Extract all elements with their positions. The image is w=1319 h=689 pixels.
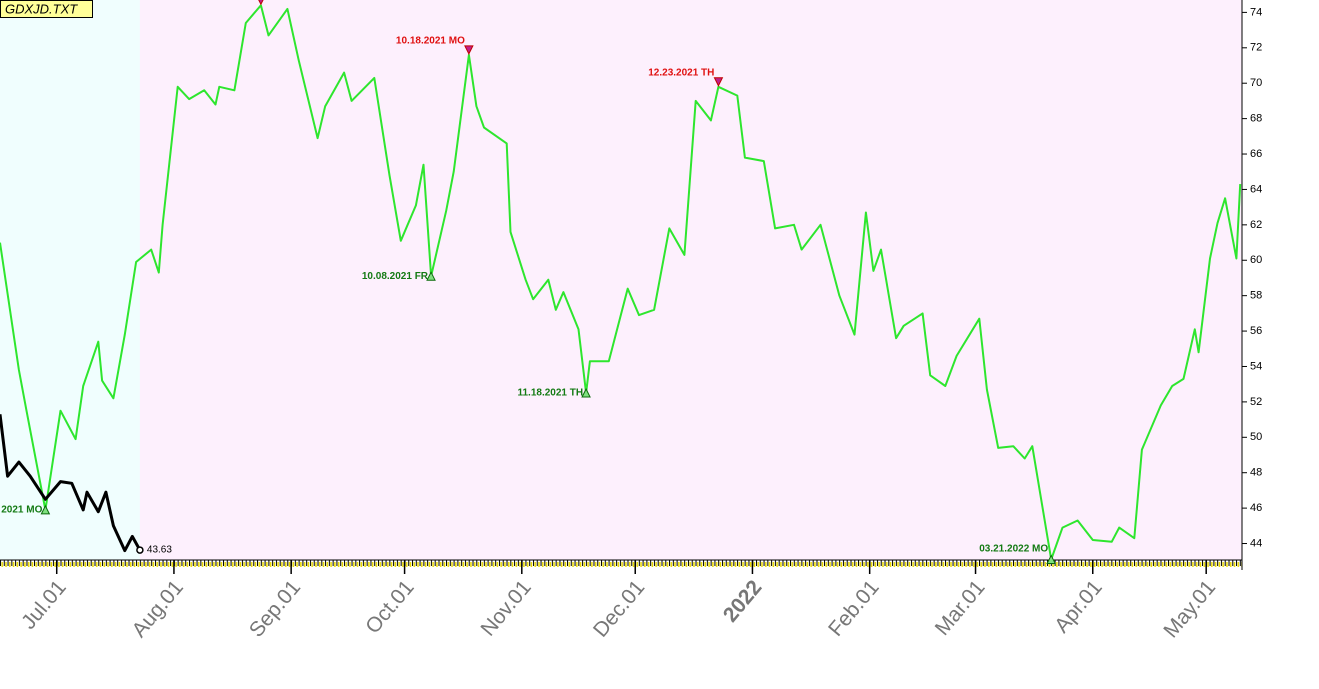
- y-tick-label: 52: [1250, 396, 1262, 408]
- y-tick-label: 74: [1250, 6, 1262, 18]
- day-tick-strip: [0, 560, 1242, 570]
- turning-point-label: 10.08.2021 FR: [362, 271, 429, 282]
- turning-point-marker: [40, 504, 51, 515]
- x-tick-label: May.01: [1159, 576, 1220, 642]
- x-tick-label: 2022: [719, 576, 767, 627]
- y-tick-label: 68: [1250, 113, 1262, 125]
- y-tick-label: 60: [1250, 254, 1262, 266]
- x-tick-label: Sep.01: [245, 576, 305, 642]
- turning-point-label: 12.23.2021 TH: [648, 67, 714, 78]
- y-tick-label: 64: [1250, 183, 1262, 195]
- turning-point-marker: [581, 387, 591, 398]
- turning-point-label: 10.18.2021 MO: [396, 36, 465, 47]
- turning-point-marker: [464, 45, 474, 56]
- y-tick-label: 48: [1250, 467, 1262, 479]
- turning-point-marker: [713, 77, 724, 87]
- series-line: [0, 414, 142, 553]
- title-box: [0, 0, 93, 18]
- turning-point-label: 2021 MO: [1, 505, 42, 516]
- x-tick-label: Dec.01: [589, 576, 649, 642]
- x-tick-label: Mar.01: [931, 576, 990, 640]
- series-line: [0, 4, 1242, 561]
- y-tick-label: 56: [1250, 325, 1262, 337]
- x-tick-label: Oct.01: [361, 576, 418, 638]
- y-tick-label: 58: [1250, 290, 1262, 302]
- y-tick-label: 66: [1250, 148, 1262, 160]
- y-tick-label: 54: [1250, 360, 1262, 372]
- x-tick-label: Jul.01: [17, 576, 71, 634]
- x-tick-label: Nov.01: [476, 576, 535, 641]
- plot-background: [139, 0, 1243, 560]
- x-tick-label: Apr.01: [1050, 576, 1107, 637]
- x-tick-label: Feb.01: [824, 576, 884, 641]
- turning-point-marker: [426, 271, 436, 281]
- end-value-label: 43.63: [147, 545, 172, 556]
- turning-point-marker: [1046, 554, 1056, 564]
- x-tick-label: Aug.01: [128, 576, 188, 642]
- history-background: [0, 0, 140, 560]
- y-tick-label: 46: [1250, 502, 1262, 514]
- turning-point-label: 03.21.2022 MO: [979, 544, 1048, 555]
- y-tick-label: 44: [1250, 537, 1262, 549]
- y-tick-label: 70: [1250, 77, 1262, 89]
- y-tick-label: 50: [1250, 431, 1262, 443]
- y-tick-label: 62: [1250, 219, 1262, 231]
- chart-title: GDXJD.TXT: [5, 1, 78, 16]
- y-tick-label: 72: [1250, 42, 1262, 54]
- turning-point-label: 11.18.2021 TH: [517, 388, 583, 399]
- end-marker: [136, 546, 144, 554]
- turning-point-marker: [258, 0, 264, 6]
